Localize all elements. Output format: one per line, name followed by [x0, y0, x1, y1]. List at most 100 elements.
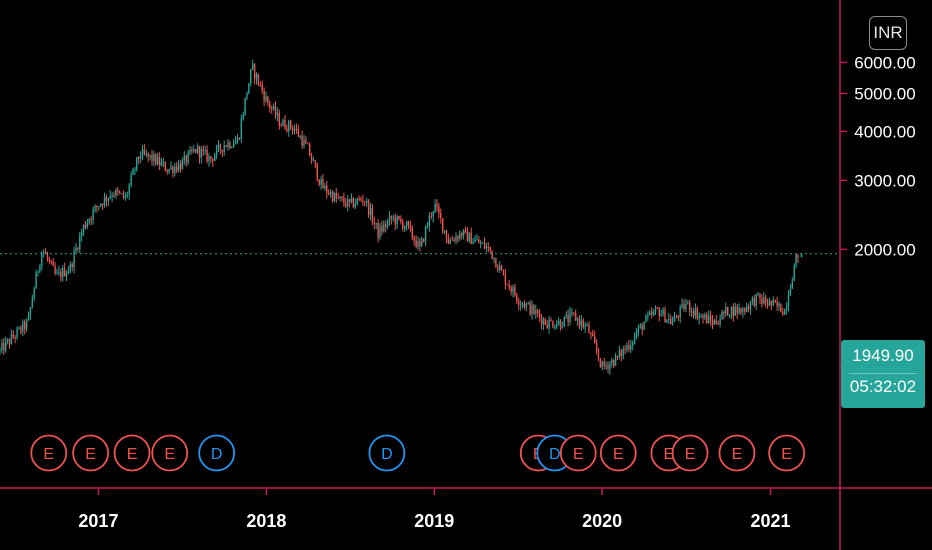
currency-badge[interactable]: INR [869, 16, 907, 50]
candle-body [472, 241, 474, 244]
candle-body [561, 326, 564, 328]
candle-body [607, 365, 609, 370]
candle-body [63, 268, 66, 277]
candle-body [41, 252, 43, 266]
candle-body [654, 307, 657, 312]
dividend-marker[interactable] [198, 434, 236, 472]
candle-body [481, 242, 484, 244]
candle-body [113, 195, 115, 197]
candle-body [578, 318, 581, 326]
event-marker-label: D [211, 446, 223, 463]
candle-body [195, 149, 197, 153]
candle-body [107, 198, 109, 201]
candle-body [124, 195, 127, 198]
earnings-marker[interactable] [151, 434, 189, 472]
candle-body [632, 342, 634, 346]
candle-body [485, 246, 488, 249]
candle-body [282, 119, 284, 126]
earnings-marker[interactable] [113, 434, 151, 472]
earnings-marker[interactable] [671, 434, 709, 472]
earnings-marker[interactable] [718, 434, 756, 472]
candle-body [345, 203, 347, 207]
candle-body [599, 358, 602, 367]
candle-body [576, 318, 579, 321]
candle-body [797, 254, 799, 258]
candle-body [573, 312, 575, 314]
candle-body [261, 84, 263, 91]
candle-body [670, 318, 672, 324]
candle-body [223, 145, 225, 152]
candle-body [409, 225, 412, 228]
candle-body [747, 306, 750, 310]
candle-body [46, 254, 49, 259]
dividend-marker[interactable] [368, 434, 406, 472]
candle-body [231, 147, 233, 149]
candle-body [557, 320, 560, 325]
candle-body [360, 198, 362, 201]
candle-body [519, 303, 522, 305]
candle-body [221, 149, 223, 152]
candle-body [297, 129, 299, 137]
earnings-marker[interactable] [559, 434, 597, 472]
candle-body [457, 236, 459, 240]
event-marker-label: E [85, 446, 96, 463]
candle-body [56, 272, 58, 274]
candle-body [339, 196, 341, 198]
candle-body [276, 112, 279, 116]
earnings-marker[interactable] [768, 434, 806, 472]
candle-body [320, 179, 322, 185]
candle-body [162, 162, 165, 164]
candle-body [354, 203, 356, 208]
candle-body [738, 307, 740, 314]
candle-body [179, 163, 182, 170]
candle-body [35, 272, 37, 289]
earnings-marker[interactable] [599, 434, 637, 472]
candle-body [39, 265, 41, 272]
candle-body [789, 288, 792, 296]
candle-body [478, 239, 480, 244]
candle-body [88, 219, 90, 223]
candle-body [138, 157, 140, 159]
candle-body [521, 303, 524, 305]
candle-body [451, 239, 453, 241]
candle-body [168, 169, 170, 172]
candle-body [242, 114, 244, 120]
candle-body [759, 293, 761, 299]
candle-body [768, 300, 771, 306]
candle-body [69, 263, 71, 271]
candle-body [299, 136, 301, 138]
candle-body [709, 315, 712, 321]
candle-body [434, 204, 436, 212]
candle-body [111, 195, 113, 197]
candle-body [271, 107, 273, 109]
candle-body [713, 320, 716, 325]
earnings-marker[interactable] [30, 434, 68, 472]
candle-body [516, 295, 518, 302]
candle-body [614, 355, 617, 366]
candle-body [149, 154, 151, 157]
candle-body [333, 192, 336, 202]
candle-body [736, 306, 738, 314]
candle-body [502, 270, 505, 274]
candle-body [100, 203, 102, 207]
candle-body [8, 339, 11, 344]
earnings-marker[interactable] [72, 434, 110, 472]
candle-body [746, 306, 748, 312]
candle-body [284, 119, 286, 129]
candle-body [208, 156, 210, 162]
candle-body [286, 128, 288, 132]
x-axis-ticks[interactable]: 2017 2018 2019 2020 2021 [78, 488, 791, 531]
candle-body [698, 316, 700, 319]
candle-body [145, 153, 147, 155]
y-axis-ticks[interactable]: 1000.002000.003000.004000.005000.006000.… [840, 53, 916, 377]
candle-body [189, 149, 191, 153]
candle-body [77, 247, 79, 250]
candle-body [79, 236, 81, 250]
candle-body [278, 112, 280, 126]
candle-body [170, 166, 172, 170]
candle-body [198, 146, 201, 158]
candle-body [388, 216, 391, 222]
candle-body [265, 96, 267, 101]
candle-body [54, 266, 56, 274]
